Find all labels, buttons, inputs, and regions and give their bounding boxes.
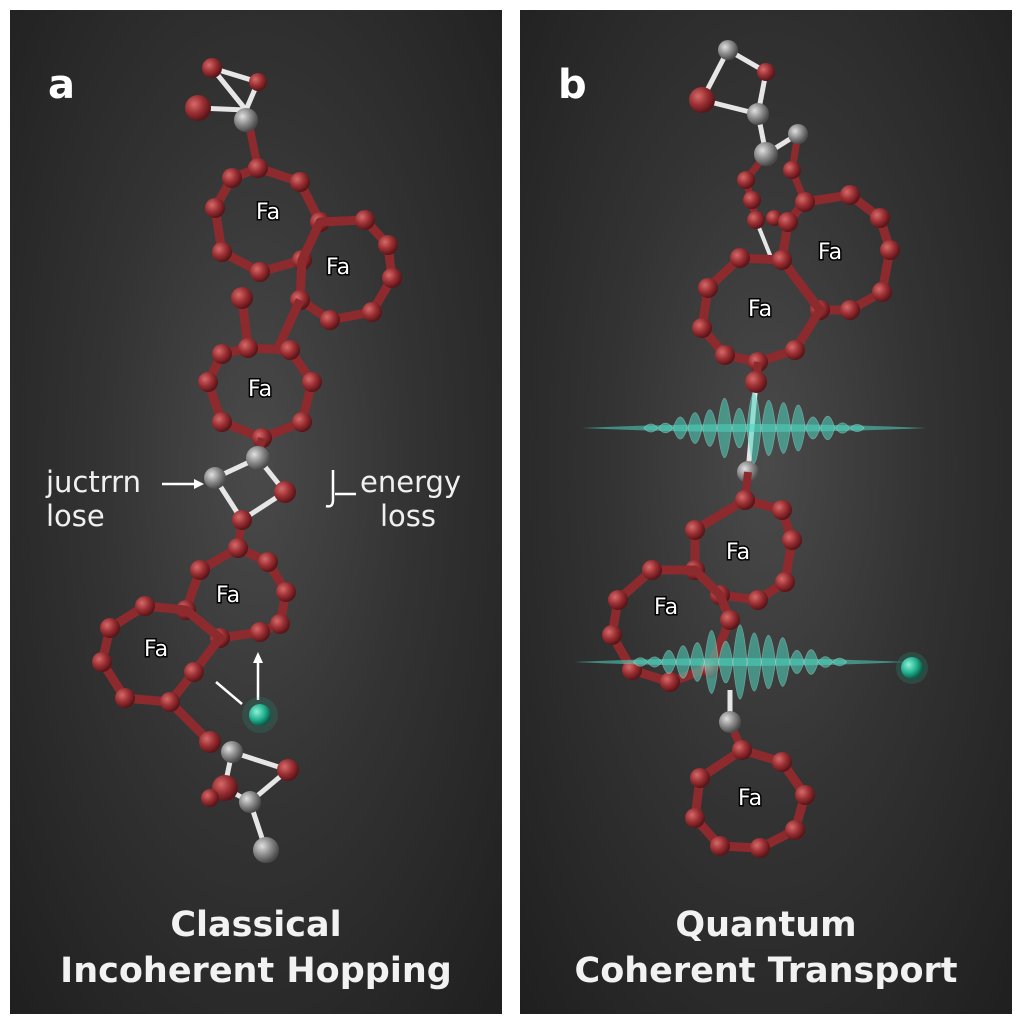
electron-particle bbox=[249, 704, 271, 726]
wave-packet-lower bbox=[574, 624, 906, 700]
oxygen-atom bbox=[185, 95, 211, 121]
linker-a bbox=[204, 437, 296, 549]
wave-packet-upper bbox=[582, 392, 926, 464]
oxygen-atom bbox=[202, 58, 222, 78]
energy-loss-line1: energy bbox=[360, 465, 462, 499]
ring-label: Fa bbox=[726, 540, 750, 565]
caption-b: Quantum Coherent Transport bbox=[520, 902, 1012, 994]
caption-b-line1: Quantum bbox=[675, 905, 857, 945]
molecule-chain-b: Fa Fa Fa bbox=[574, 40, 928, 858]
ring-label: Fa bbox=[216, 583, 240, 608]
fe-ring-b1: Fa bbox=[777, 185, 900, 320]
panel-b-quantum: Fa Fa Fa bbox=[520, 10, 1012, 1014]
ring-label: Fa bbox=[326, 255, 350, 280]
ring-label: Fa bbox=[144, 637, 168, 662]
energy-loss-symbol bbox=[325, 470, 356, 508]
fe-ring-a5: Fa bbox=[92, 596, 225, 753]
energy-loss-line2: loss bbox=[380, 499, 437, 533]
bottom-cluster-a bbox=[201, 741, 299, 863]
carbon-atom bbox=[234, 108, 258, 132]
energy-loss-label: energy loss bbox=[360, 465, 461, 533]
electron-loss-line2: lose bbox=[46, 499, 105, 533]
panel-a-classical: Fa Fa Fa bbox=[10, 10, 502, 1014]
panel-letter-a: a bbox=[48, 62, 75, 108]
oxygen-atom bbox=[249, 73, 267, 91]
ring-label: Fa bbox=[818, 240, 842, 265]
caption-b-line2: Coherent Transport bbox=[574, 951, 958, 991]
electron-loss-label: juctrrn lose bbox=[46, 465, 141, 533]
fe-ring-a4: Fa bbox=[176, 538, 296, 648]
fe-ring-b3: Fa bbox=[685, 471, 802, 610]
molecule-chain-a: Fa Fa Fa bbox=[92, 58, 402, 863]
ring-label: Fa bbox=[248, 377, 272, 402]
caption-a-line1: Classical bbox=[170, 905, 342, 945]
panel-letter-b: b bbox=[558, 62, 587, 108]
fe-ring-a1: Fa bbox=[205, 158, 330, 282]
ring-label: Fa bbox=[748, 297, 772, 322]
fe-ring-a3: Fa bbox=[198, 287, 322, 448]
fe-ring-b2: Fa bbox=[692, 248, 825, 372]
caption-a: Classical Incoherent Hopping bbox=[10, 902, 502, 994]
ring-label: Fa bbox=[654, 595, 678, 620]
ring-label: Fa bbox=[738, 786, 762, 811]
top-cluster-a bbox=[185, 58, 267, 169]
ring-label: Fa bbox=[256, 200, 280, 225]
caption-a-line2: Incoherent Hopping bbox=[60, 951, 452, 991]
electron-loss-line1: juctrrn bbox=[46, 465, 141, 499]
fe-ring-b5: Fa bbox=[685, 740, 815, 858]
electron-particle bbox=[901, 657, 923, 679]
fe-ring-a2: Fa bbox=[290, 210, 402, 330]
fe-ring-b4: Fa bbox=[602, 560, 740, 692]
top-cluster-b bbox=[689, 40, 809, 261]
